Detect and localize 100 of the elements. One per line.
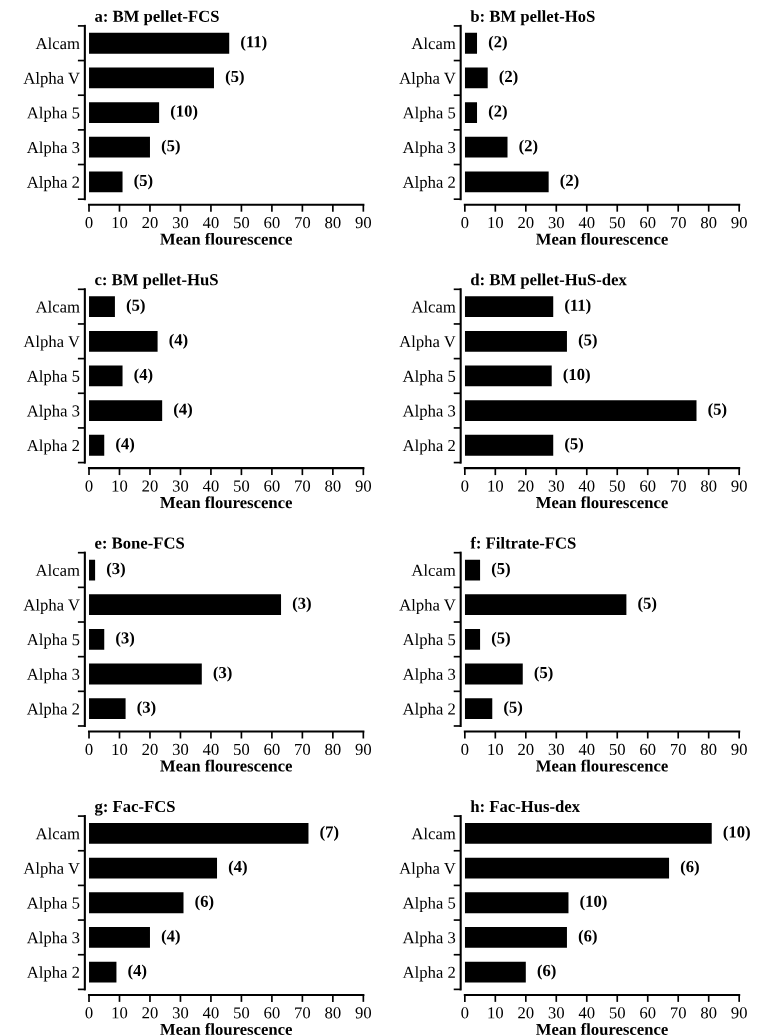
chart-title: b: BM pellet-HoS (470, 10, 595, 26)
bar (89, 961, 117, 983)
y-tick-label: Alpha 3 (402, 931, 456, 947)
annotation: (5) (225, 70, 244, 86)
annotation: (10) (563, 368, 590, 384)
y-tick-label: Alpha 5 (26, 370, 80, 386)
x-tick-label: 20 (142, 480, 158, 492)
y-tick-label: Alpha V (23, 72, 80, 88)
bar (89, 32, 230, 54)
annotation: (5) (565, 437, 584, 453)
x-tick-label: 80 (325, 217, 341, 229)
annotation: (10) (580, 895, 607, 911)
bar (89, 823, 309, 844)
bar (89, 857, 218, 879)
x-tick-label: 50 (609, 743, 625, 756)
annotation: (4) (116, 437, 135, 453)
y-tick-label: Alpha 2 (26, 702, 80, 718)
annotation: (3) (106, 562, 125, 578)
x-tick-label: 40 (202, 743, 219, 756)
y-tick-label: Alpha V (399, 598, 456, 615)
x-tick-label: 40 (202, 217, 219, 229)
bar (89, 698, 126, 720)
annotation: (5) (126, 299, 145, 315)
x-tick-label: 0 (85, 1007, 93, 1019)
x-axis-title: Mean flourescence (160, 759, 293, 772)
y-tick-label: Alpha 3 (402, 668, 456, 684)
annotation: (6) (537, 964, 556, 980)
annotation: (3) (137, 701, 156, 717)
bar (89, 365, 123, 387)
annotation: (2) (488, 35, 507, 51)
y-tick-label: Alpha 2 (402, 176, 455, 192)
bar (89, 927, 150, 948)
y-tick-label: Alpha 3 (26, 141, 80, 157)
x-tick-label: 70 (670, 217, 686, 229)
annotation: (5) (534, 666, 553, 682)
annotation: (7) (320, 825, 339, 841)
x-tick-label: 20 (518, 217, 534, 229)
x-axis-title: Mean flourescence (536, 232, 668, 245)
y-tick-label: Alcam (411, 300, 456, 313)
bar (464, 698, 493, 720)
x-tick-label: 60 (640, 743, 656, 756)
x-tick-label: 90 (731, 743, 747, 756)
x-tick-label: 20 (142, 1007, 158, 1019)
chart-title: h: Fac-Hus-dex (470, 800, 580, 813)
bar (89, 330, 158, 352)
annotation: (2) (499, 70, 518, 86)
annotation: (11) (241, 35, 267, 51)
bar (89, 102, 160, 123)
annotation: (5) (708, 403, 727, 419)
bar (464, 171, 549, 193)
x-axis-title: Mean flourescence (536, 1023, 668, 1036)
bar (464, 32, 478, 54)
annotation: (5) (638, 597, 657, 613)
bar (89, 434, 105, 456)
x-tick-label: 90 (355, 480, 372, 492)
bar (89, 892, 184, 914)
bar (464, 400, 697, 421)
annotation: (5) (491, 562, 510, 578)
x-tick-label: 0 (461, 743, 469, 756)
y-tick-label: Alcam (411, 827, 456, 840)
x-tick-label: 70 (670, 480, 686, 492)
x-tick-label: 0 (85, 217, 93, 229)
annotation: (10) (170, 104, 198, 121)
x-tick-label: 80 (700, 743, 717, 756)
y-tick-label: Alpha 3 (26, 404, 80, 420)
x-tick-label: 70 (295, 480, 311, 492)
chart-title: g: Fac-FCS (94, 800, 175, 816)
annotation: (5) (161, 139, 180, 155)
x-tick-label: 30 (548, 743, 564, 756)
x-tick-label: 80 (700, 217, 717, 229)
y-tick-label: Alcam (35, 564, 80, 576)
annotation: (4) (134, 368, 153, 384)
x-tick-label: 40 (578, 480, 595, 492)
annotation: (6) (195, 895, 214, 911)
bar (89, 628, 105, 650)
bar (89, 171, 123, 193)
bar (464, 857, 670, 879)
y-tick-label: Alpha 3 (26, 931, 80, 947)
x-tick-label: 0 (85, 743, 93, 756)
x-tick-label: 50 (234, 1007, 250, 1019)
x-tick-label: 90 (731, 217, 747, 229)
y-tick-label: Alpha V (399, 72, 456, 88)
chart-title: d: BM pellet-HuS-dex (471, 273, 627, 289)
x-tick-label: 40 (578, 217, 595, 229)
x-axis-title: Mean flourescence (160, 496, 293, 509)
y-tick-label: Alpha 2 (402, 439, 455, 455)
y-tick-label: Alcam (35, 827, 80, 840)
x-tick-label: 0 (461, 1007, 469, 1019)
x-tick-label: 70 (295, 217, 311, 229)
x-tick-label: 50 (234, 743, 250, 756)
bar (89, 136, 150, 158)
y-tick-label: Alpha 5 (402, 896, 456, 913)
chart-title: e: Bone-FCS (95, 537, 185, 549)
x-tick-label: 60 (264, 480, 280, 492)
x-tick-label: 70 (295, 743, 311, 756)
y-tick-label: Alpha 2 (26, 439, 80, 455)
x-axis-title: Mean flourescence (536, 759, 668, 772)
x-tick-label: 30 (172, 743, 189, 756)
x-tick-label: 30 (172, 480, 189, 492)
y-tick-label: Alpha 2 (26, 966, 80, 982)
